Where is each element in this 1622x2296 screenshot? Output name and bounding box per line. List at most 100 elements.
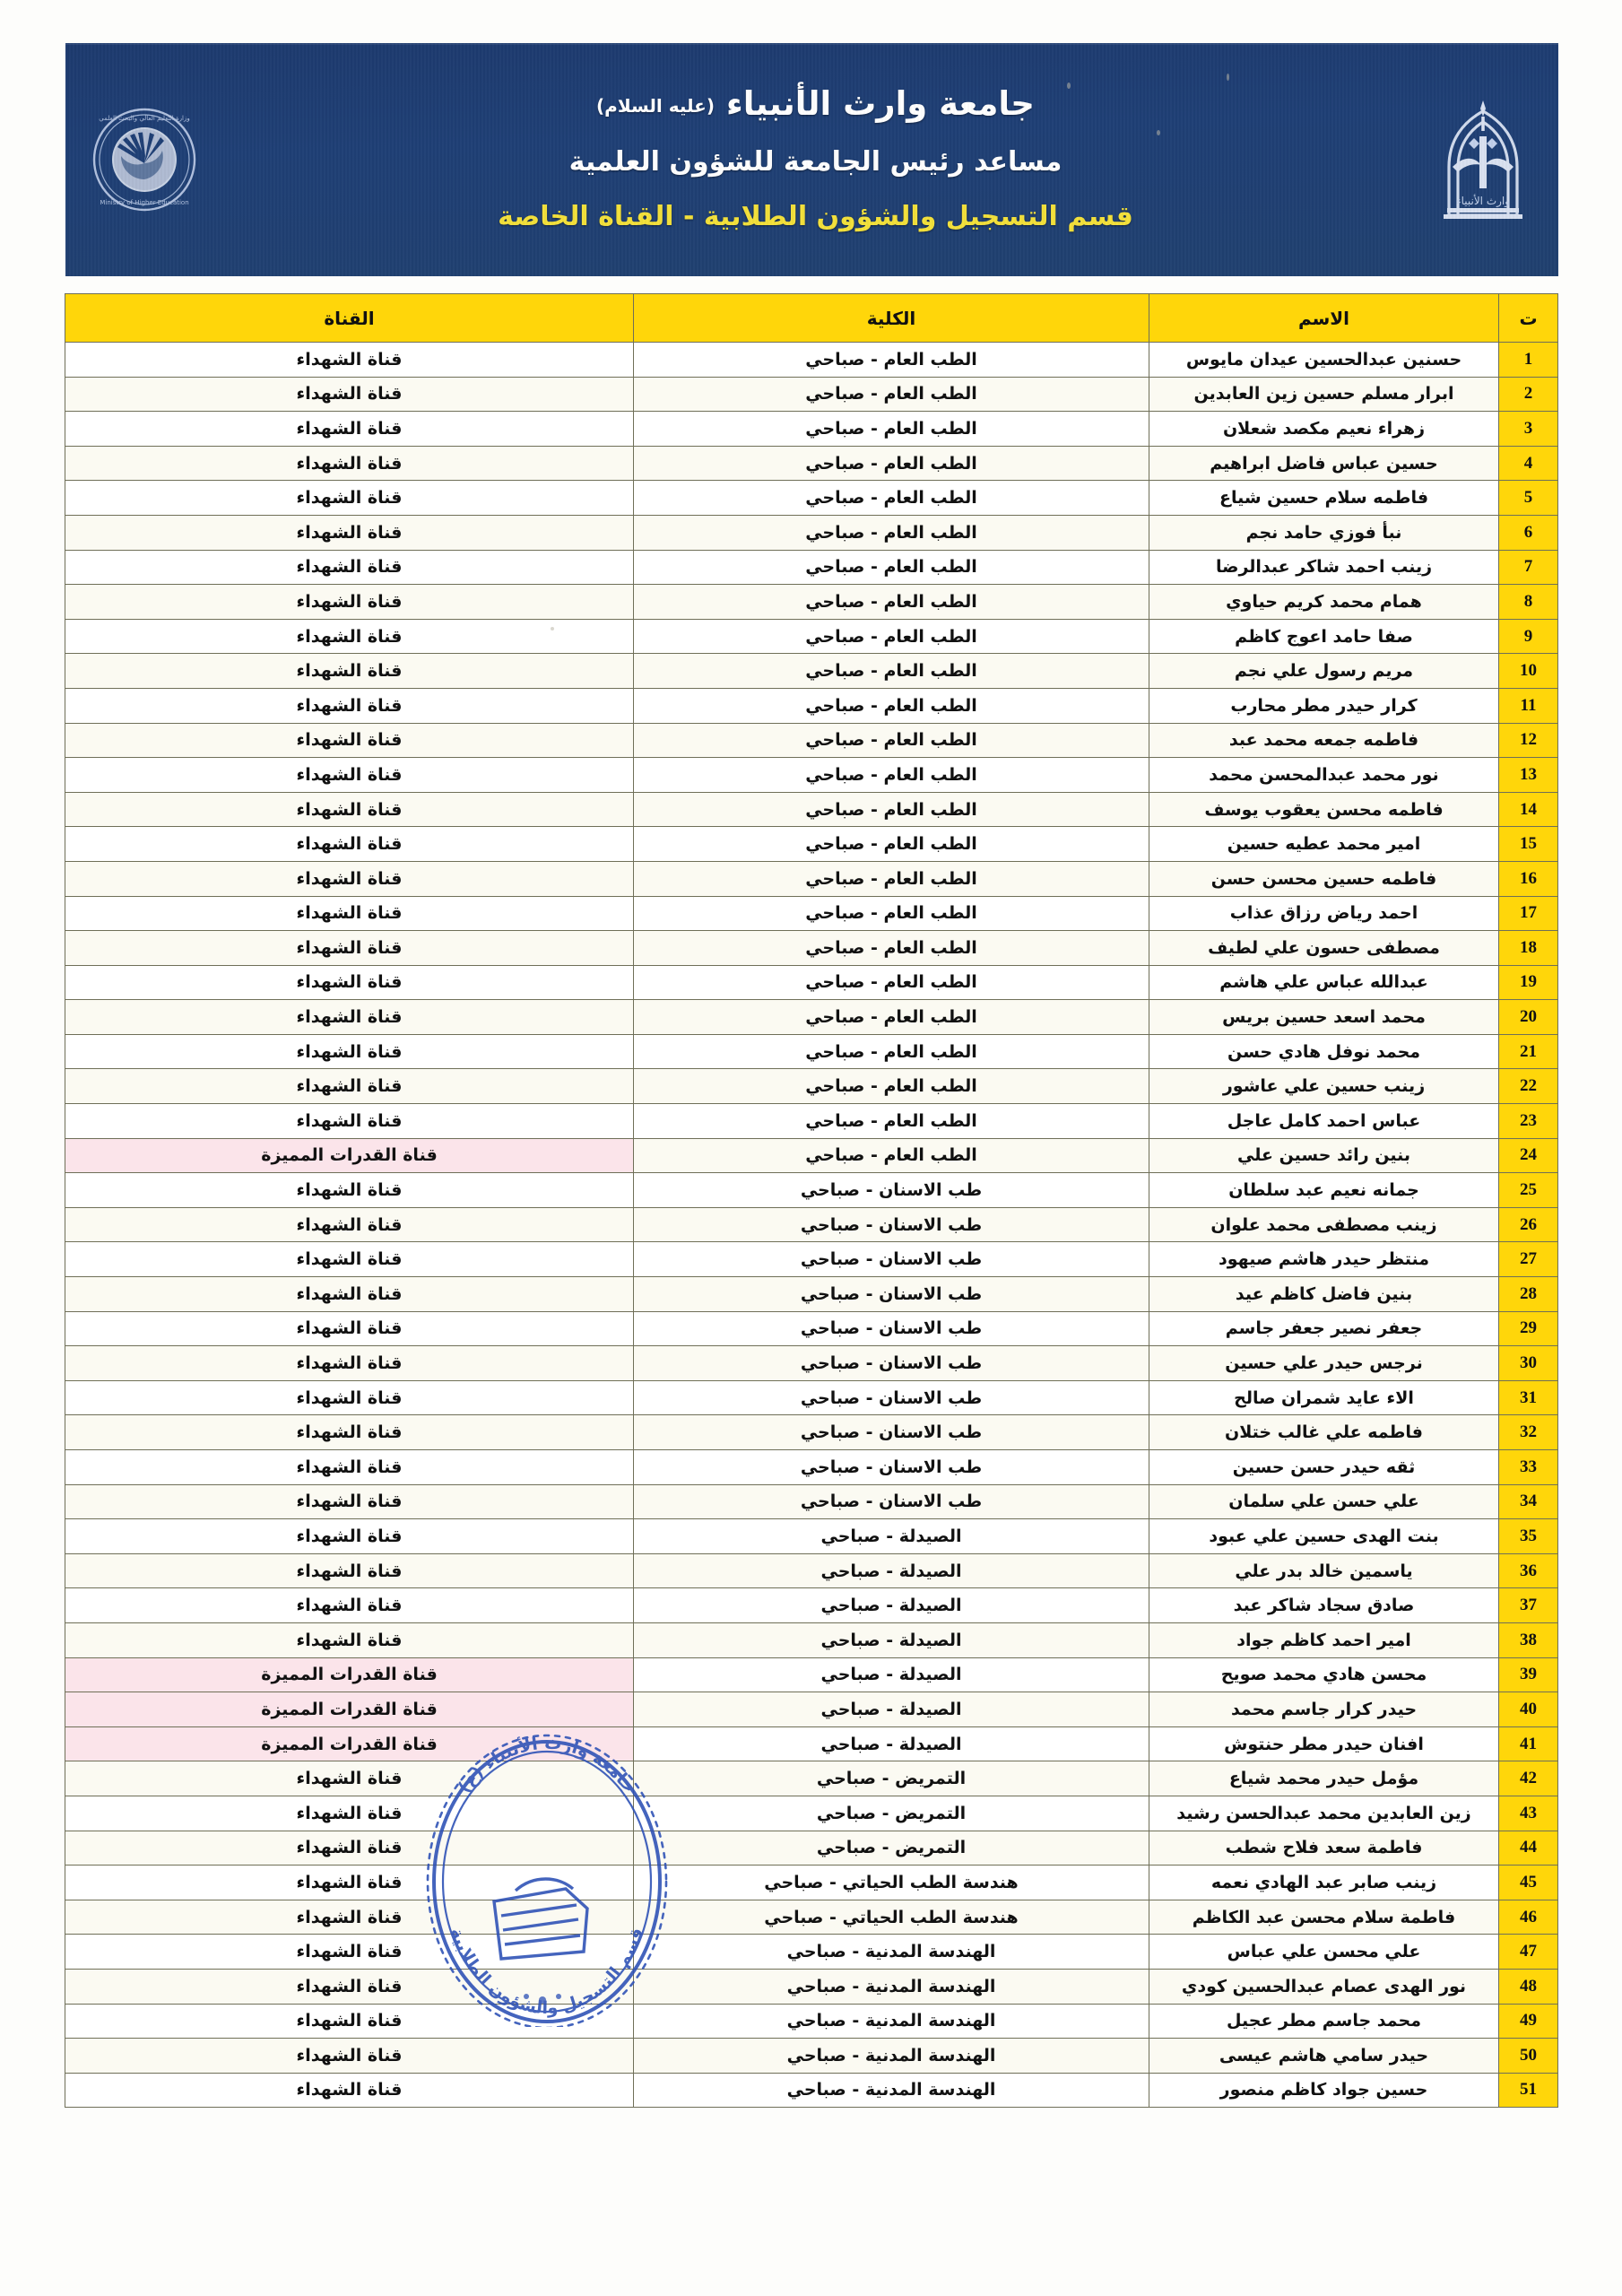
table-row: 2 ابرار مسلم حسين زين العابدين الطب العام … <box>65 376 1558 413</box>
table-row: 46 فاطمة سلام محسن عبد الكاظم هندسة الطب ا… <box>65 1899 1558 1935</box>
table-row: 12 فاطمه جمعه محمد عبد الطب العام - صباحي ق… <box>65 722 1558 759</box>
cell-channel: قناة الشهداء <box>65 1172 634 1208</box>
table-row: 6 نبأ فوزي حامد نجم الطب العام - صباحي قناة… <box>65 514 1558 551</box>
table-row: 48 نور الهدى عصام عبدالحسين كودي الهندسة ا… <box>65 1968 1558 2005</box>
cell-student-name: عباس احمد كامل عاجل <box>1149 1103 1499 1139</box>
table-row: 5 فاطمه سلام حسين شياع الطب العام - صباحي ق… <box>65 480 1558 516</box>
cell-channel: قناة الشهداء <box>65 1310 634 1347</box>
cell-serial-number: 49 <box>1498 2003 1558 2039</box>
cell-college: الهندسة المدنية - صباحي <box>633 2003 1149 2039</box>
cell-student-name: بنين رائد حسين علي <box>1149 1137 1499 1174</box>
table-row: 3 زهراء نعيم مكصد شعلان الطب العام - صباحي… <box>65 411 1558 447</box>
cell-channel: قناة الشهداء <box>65 791 634 828</box>
table-row: 16 فاطمه حسين محسن حسن الطب العام - صباحي ق… <box>65 860 1558 897</box>
cell-serial-number: 43 <box>1498 1795 1558 1831</box>
cell-serial-number: 26 <box>1498 1206 1558 1243</box>
column-header-name: الاسم <box>1149 293 1499 343</box>
cell-college: طب الاسنان - صباحي <box>633 1449 1149 1485</box>
cell-serial-number: 11 <box>1498 687 1558 724</box>
table-row: 28 بنين فاضل كاظم عيد طب الاسنان - صباحي قن… <box>65 1276 1558 1312</box>
cell-college: طب الاسنان - صباحي <box>633 1172 1149 1208</box>
cell-student-name: ثقه حيدر حسن حسين <box>1149 1449 1499 1485</box>
header-text-block: جامعة وارث الأنبياء (عليه السلام) مساعد … <box>198 84 1433 236</box>
cell-channel: قناة الشهداء <box>65 826 634 862</box>
cell-college: طب الاسنان - صباحي <box>633 1345 1149 1381</box>
table-row: 14 فاطمه محسن يعقوب يوسف الطب العام - صباح… <box>65 791 1558 828</box>
cell-college: الطب العام - صباحي <box>633 791 1149 828</box>
cell-serial-number: 47 <box>1498 1934 1558 1970</box>
table-row: 45 زينب صابر عبد الهادي نعمه هندسة الطب ال… <box>65 1865 1558 1900</box>
scan-speck <box>551 627 554 631</box>
cell-serial-number: 36 <box>1498 1552 1558 1589</box>
table-row: 49 محمد جاسم مطر عجيل الهندسة المدنية - صب… <box>65 2003 1558 2039</box>
cell-serial-number: 44 <box>1498 1830 1558 1866</box>
cell-student-name: فاطمه جمعه محمد عبد <box>1149 722 1499 759</box>
table-row: 21 محمد نوفل هادي حسن الطب العام - صباحي قن… <box>65 1033 1558 1070</box>
cell-serial-number: 33 <box>1498 1449 1558 1485</box>
cell-college: الطب العام - صباحي <box>633 1033 1149 1070</box>
cell-serial-number: 34 <box>1498 1483 1558 1520</box>
cell-serial-number: 37 <box>1498 1587 1558 1623</box>
table-row: 37 صادق سجاد شاكر عبد الصيدلة - صباحي قناة … <box>65 1587 1558 1623</box>
ministry-emblem-icon: وزارة التعليم العالي والبحث العلمي Minis… <box>91 106 198 213</box>
cell-student-name: محسن هادي محمد صويح <box>1149 1657 1499 1693</box>
cell-student-name: بنت الهدى حسين علي عبود <box>1149 1518 1499 1554</box>
cell-college: الطب العام - صباحي <box>633 687 1149 724</box>
department-title: قسم التسجيل والشؤون الطلابية - القناة ال… <box>498 200 1133 232</box>
cell-channel: قناة الشهداء <box>65 1068 634 1105</box>
table-row: 1 حسنين عبدالحسين عيدان مايوس الطب العام -… <box>65 342 1558 378</box>
cell-serial-number: 46 <box>1498 1899 1558 1935</box>
column-header-number: ت <box>1498 293 1558 343</box>
cell-college: الطب العام - صباحي <box>633 964 1149 1001</box>
cell-college: التمريض - صباحي <box>633 1761 1149 1796</box>
cell-serial-number: 6 <box>1498 514 1558 551</box>
cell-college: الهندسة المدنية - صباحي <box>633 2072 1149 2109</box>
cell-channel: قناة الشهداء <box>65 860 634 897</box>
cell-serial-number: 45 <box>1498 1865 1558 1900</box>
student-roster-table-wrap: ت الاسم الكلية القناة 1 حسنين عبدالحسين ع… <box>65 293 1558 2109</box>
cell-college: الطب العام - صباحي <box>633 480 1149 516</box>
student-roster-table: ت الاسم الكلية القناة 1 حسنين عبدالحسين ع… <box>65 293 1558 2109</box>
cell-channel: قناة الشهداء <box>65 1865 634 1900</box>
table-row: 27 منتظر حيدر هاشم صيهود طب الاسنان - صباح… <box>65 1241 1558 1278</box>
cell-channel: قناة الشهداء <box>65 1518 634 1554</box>
table-row: 44 فاطمة سعد فلاح شطب التمريض - صباحي قناة … <box>65 1830 1558 1866</box>
cell-serial-number: 4 <box>1498 445 1558 482</box>
cell-student-name: احمد رياض رزاق عذاب <box>1149 895 1499 932</box>
cell-channel: قناة الشهداء <box>65 342 634 378</box>
cell-student-name: محمد نوفل هادي حسن <box>1149 1033 1499 1070</box>
cell-serial-number: 10 <box>1498 653 1558 689</box>
cell-college: الهندسة المدنية - صباحي <box>633 2038 1149 2074</box>
cell-channel: قناة القدرات المميزة <box>65 1657 634 1693</box>
cell-channel: قناة الشهداء <box>65 1033 634 1070</box>
cell-serial-number: 29 <box>1498 1310 1558 1347</box>
cell-college: الطب العام - صباحي <box>633 895 1149 932</box>
table-row: 39 محسن هادي محمد صويح الصيدلة - صباحي قناة… <box>65 1657 1558 1693</box>
cell-serial-number: 8 <box>1498 584 1558 620</box>
cell-college: الطب العام - صباحي <box>633 722 1149 759</box>
cell-channel: قناة الشهداء <box>65 2072 634 2109</box>
cell-student-name: كرار حيدر مطر محارب <box>1149 687 1499 724</box>
table-row: 13 نور محمد عبدالمحسن محمد الطب العام - صب… <box>65 757 1558 793</box>
cell-channel: قناة الشهداء <box>65 895 634 932</box>
column-header-channel: القناة <box>65 293 634 343</box>
cell-channel: قناة الشهداء <box>65 964 634 1001</box>
cell-student-name: زهراء نعيم مكصد شعلان <box>1149 411 1499 447</box>
cell-serial-number: 15 <box>1498 826 1558 862</box>
cell-channel: قناة الشهداء <box>65 480 634 516</box>
cell-college: هندسة الطب الحياتي - صباحي <box>633 1899 1149 1935</box>
cell-student-name: فاطمه محسن يعقوب يوسف <box>1149 791 1499 828</box>
cell-serial-number: 3 <box>1498 411 1558 447</box>
svg-text:وزارة التعليم العالي والبحث ال: وزارة التعليم العالي والبحث العلمي <box>99 115 189 122</box>
cell-serial-number: 28 <box>1498 1276 1558 1312</box>
cell-college: الهندسة المدنية - صباحي <box>633 1934 1149 1970</box>
cell-serial-number: 24 <box>1498 1137 1558 1174</box>
cell-serial-number: 1 <box>1498 342 1558 378</box>
cell-channel: قناة الشهداء <box>65 2038 634 2074</box>
cell-serial-number: 22 <box>1498 1068 1558 1105</box>
office-title: مساعد رئيس الجامعة للشؤون العلمية <box>568 145 1063 178</box>
cell-college: الصيدلة - صباحي <box>633 1726 1149 1762</box>
cell-channel: قناة الشهداء <box>65 757 634 793</box>
cell-serial-number: 9 <box>1498 618 1558 655</box>
cell-channel: قناة الشهداء <box>65 1934 634 1970</box>
